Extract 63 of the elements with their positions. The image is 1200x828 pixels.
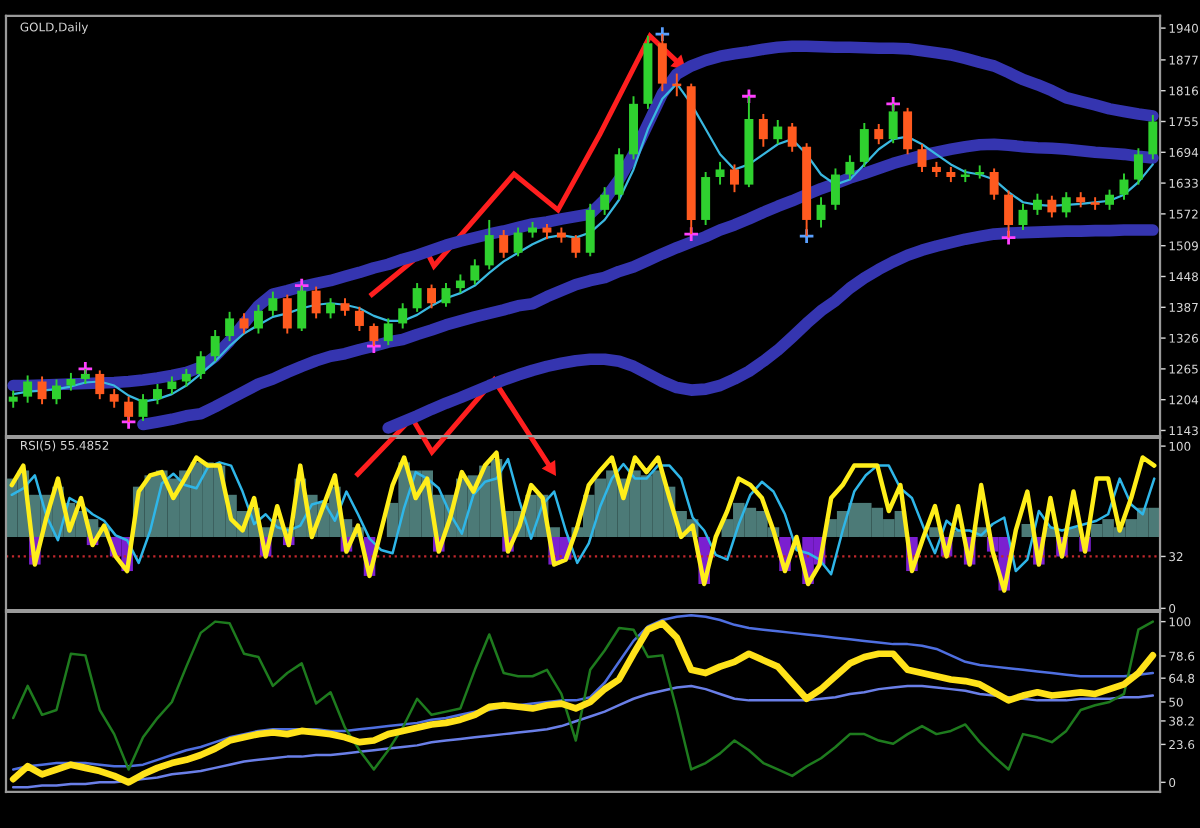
candlestick bbox=[311, 285, 321, 320]
candlestick bbox=[1105, 188, 1115, 211]
candlestick bbox=[600, 186, 610, 216]
candlestick bbox=[95, 369, 105, 401]
candlestick bbox=[412, 282, 422, 313]
candlestick bbox=[1061, 191, 1071, 219]
candlestick bbox=[571, 234, 581, 259]
candlestick bbox=[470, 258, 480, 286]
candlestick bbox=[427, 283, 437, 310]
candlestick bbox=[888, 102, 898, 145]
candlestick bbox=[37, 375, 47, 406]
candlestick bbox=[585, 202, 595, 258]
line-series bbox=[11, 684, 1155, 789]
point bbox=[884, 95, 902, 113]
candlestick bbox=[701, 171, 711, 226]
candlestick bbox=[1133, 147, 1143, 186]
candlestick bbox=[874, 123, 884, 146]
candlestick bbox=[354, 305, 364, 332]
candlestick bbox=[225, 310, 235, 343]
point bbox=[1000, 229, 1017, 246]
candlestick bbox=[282, 293, 292, 335]
candlestick bbox=[210, 329, 220, 363]
candlestick bbox=[830, 167, 840, 211]
line-series bbox=[10, 457, 1156, 576]
candlestick bbox=[153, 383, 162, 406]
candlestick bbox=[1047, 194, 1057, 219]
candlestick bbox=[657, 33, 667, 93]
candlestick bbox=[499, 229, 509, 259]
candlestick bbox=[730, 163, 739, 194]
candlestick bbox=[455, 273, 465, 295]
candlestick bbox=[513, 226, 523, 258]
candlestick bbox=[989, 167, 999, 201]
candlestick bbox=[124, 395, 134, 423]
candlestick bbox=[398, 302, 408, 330]
candlestick bbox=[484, 218, 494, 271]
candlestick bbox=[1148, 113, 1158, 161]
candlestick bbox=[52, 378, 61, 406]
candlestick bbox=[715, 160, 725, 186]
candlestick bbox=[23, 374, 33, 404]
candlestick bbox=[268, 290, 278, 317]
candlestick bbox=[369, 322, 379, 348]
candlestick bbox=[297, 284, 307, 332]
candlestick bbox=[253, 303, 263, 335]
point bbox=[798, 227, 815, 245]
candlestick bbox=[326, 297, 336, 320]
candlestick bbox=[1004, 189, 1014, 239]
candlestick bbox=[614, 147, 624, 201]
candlestick bbox=[917, 143, 927, 173]
candlestick bbox=[758, 112, 768, 148]
candlestick bbox=[109, 388, 119, 409]
line-series bbox=[9, 450, 1157, 593]
candlestick bbox=[383, 317, 393, 347]
candlestick bbox=[787, 122, 797, 153]
candlestick bbox=[845, 154, 855, 181]
point bbox=[654, 25, 671, 43]
candlestick bbox=[773, 119, 783, 146]
point bbox=[683, 225, 700, 243]
candlestick bbox=[859, 122, 869, 168]
candlestick bbox=[1032, 192, 1042, 216]
candlestick bbox=[196, 350, 206, 380]
candlestick bbox=[138, 393, 148, 422]
candlestick bbox=[903, 106, 913, 156]
candlestick bbox=[816, 196, 826, 229]
